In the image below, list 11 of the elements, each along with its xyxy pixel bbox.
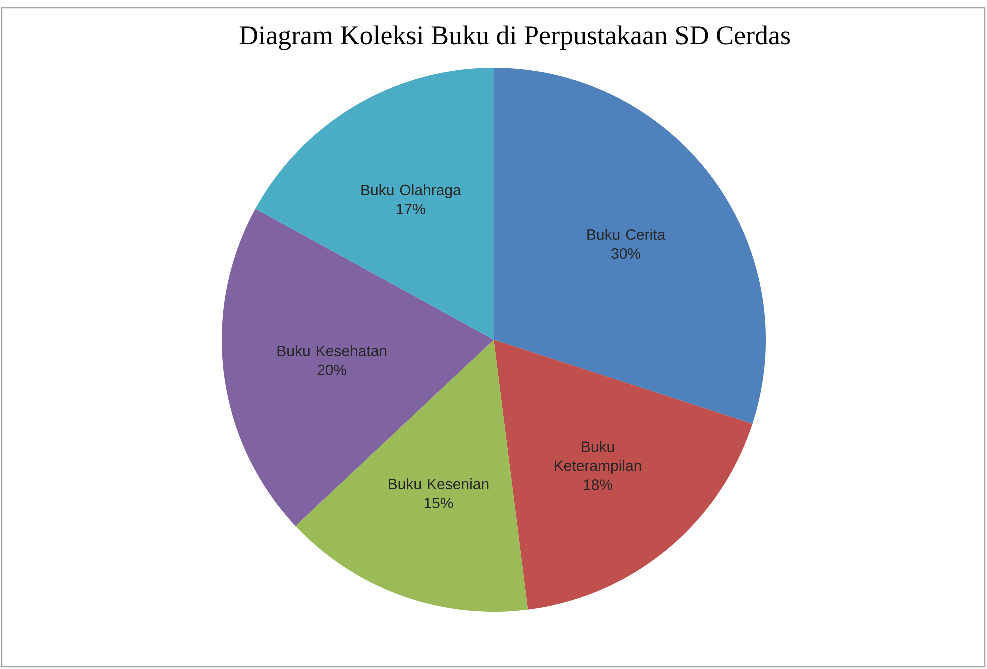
- slice-label: Buku Cerita: [588, 229, 666, 240]
- slice-label: Buku Keterampilan: [555, 441, 642, 474]
- data-label: 20%: [318, 364, 347, 376]
- data-label: 18%: [584, 480, 613, 490]
- data-label: 17%: [397, 204, 426, 215]
- data-label: 15%: [424, 498, 454, 509]
- slice-label: Buku Kesenian: [389, 478, 489, 490]
- slice-label: Buku Olahraga: [362, 184, 462, 199]
- slice-label: Buku Kesehatan: [278, 345, 387, 356]
- chart-title: Diagram Koleksi Buku di Perpustakaan SD Cerdas: [240, 26, 790, 50]
- data-label: 30%: [612, 248, 641, 260]
